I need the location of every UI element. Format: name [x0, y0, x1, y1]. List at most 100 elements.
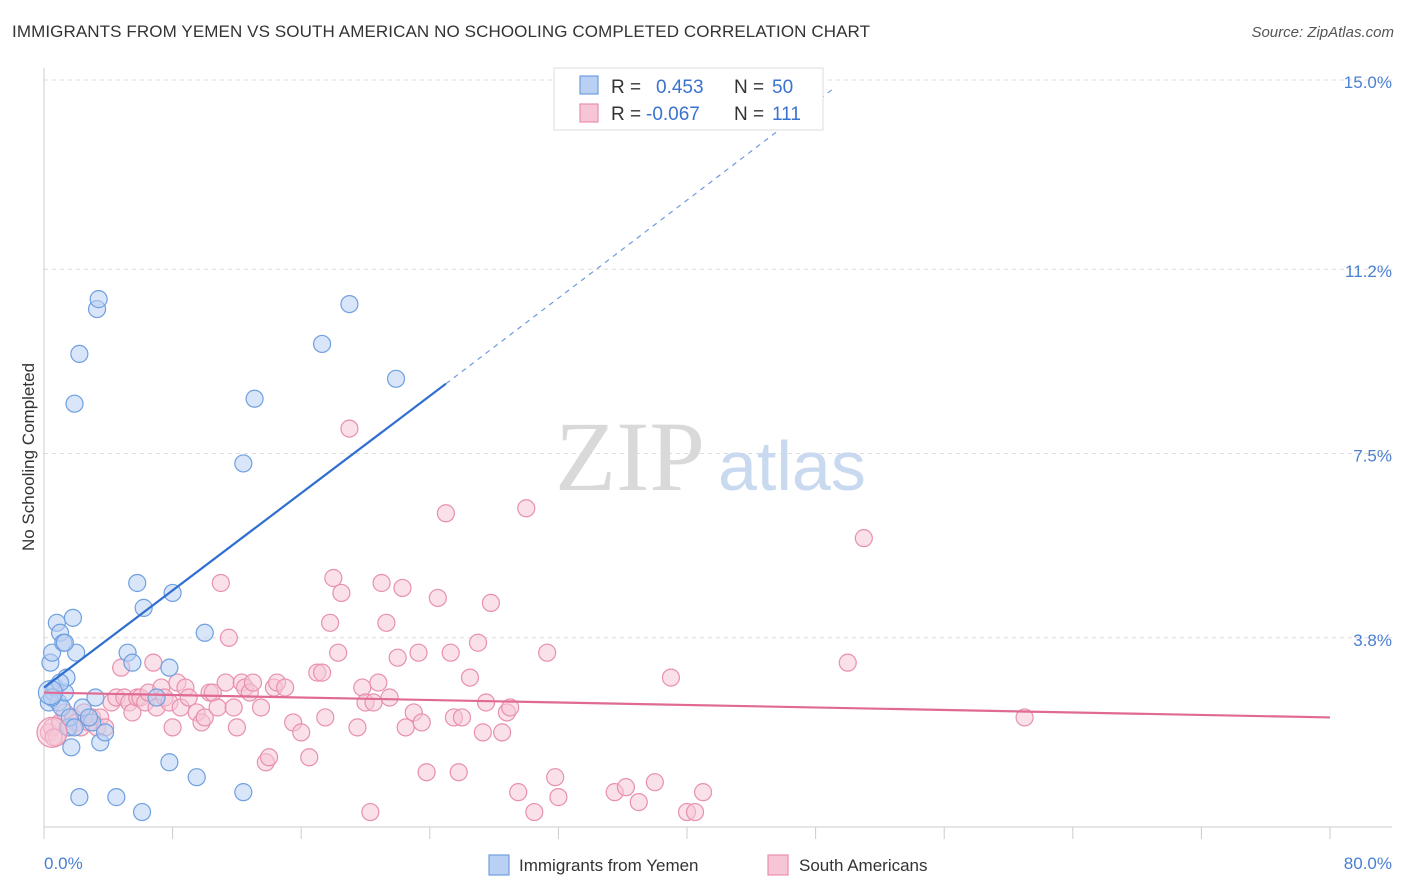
south-american-point [854, 529, 873, 548]
south-american-point [460, 668, 480, 687]
south-american-point [509, 783, 528, 802]
south-american-point [36, 716, 68, 748]
watermark: ZIP atlas [555, 401, 866, 512]
stats-r-value-2: -0.067 [646, 104, 700, 125]
y-tick-labels: 3.8% 7.5% 11.2% 15.0% [1344, 73, 1392, 650]
south-american-point [364, 693, 383, 712]
y-tick-label: 7.5% [1353, 447, 1392, 466]
south-american-point [348, 718, 367, 737]
south-american-point [693, 783, 713, 802]
legend-swatch-yemen [488, 854, 510, 876]
south-american-point [412, 713, 431, 732]
south-american-point [216, 673, 235, 692]
south-american-point [340, 419, 359, 438]
south-american-point [661, 668, 681, 687]
south-american-point [645, 773, 664, 792]
y-tick-label: 15.0% [1344, 73, 1392, 92]
south-american-point [396, 718, 415, 737]
south-american-point [372, 573, 391, 593]
stats-n-label-2: N = [734, 104, 764, 125]
south-american-point [332, 583, 351, 603]
legend: Immigrants from Yemen South Americans [488, 854, 928, 876]
south-american-point [441, 643, 460, 662]
south-american-point [629, 792, 648, 812]
south-american-point [179, 688, 198, 707]
yemen-point [65, 718, 84, 737]
south-american-point [481, 593, 500, 613]
south-american-point [1015, 708, 1034, 727]
yemen-point [187, 768, 206, 787]
yemen-point [312, 334, 332, 354]
south-american-point [353, 678, 372, 697]
south-american-point [380, 688, 399, 707]
yemen-point [163, 583, 182, 603]
yemen-point [160, 753, 179, 772]
south-american-point [144, 653, 163, 672]
yemen-point [86, 688, 105, 707]
south-american-point [409, 643, 428, 662]
chart-title: IMMIGRANTS FROM YEMEN VS SOUTH AMERICAN … [12, 22, 871, 41]
stats-n-label-1: N = [734, 77, 764, 98]
south-american-point [501, 698, 520, 717]
y-tick-label: 3.8% [1353, 631, 1392, 650]
south-american-point [525, 802, 544, 822]
yemen-point [195, 623, 214, 642]
stats-r-label-1: R = [611, 77, 641, 98]
yemen-point [234, 454, 253, 473]
yemen-point [123, 653, 142, 672]
legend-label-south-americans: South Americans [799, 856, 928, 875]
legend-swatch-south-americans [767, 854, 789, 876]
south-american-point [300, 748, 319, 767]
yemen-point [65, 394, 84, 413]
south-american-point [195, 708, 214, 727]
south-american-point [452, 708, 472, 727]
y-axis-label: No Schooling Completed [19, 363, 38, 551]
yemen-point [128, 573, 147, 593]
gridlines [44, 79, 1392, 639]
south-american-point [324, 568, 343, 588]
south-american-point [208, 698, 227, 717]
south-american-point [329, 643, 348, 662]
yemen-point [79, 708, 99, 727]
yemen-point [340, 295, 359, 314]
stats-swatch-south-americans [579, 103, 599, 123]
x-tick-max: 80.0% [1344, 854, 1392, 873]
trend-line-yemen [43, 382, 447, 689]
watermark-zip: ZIP [555, 401, 705, 512]
yemen-point [245, 389, 264, 408]
south-american-point [361, 802, 380, 822]
yemen-point [147, 688, 166, 707]
yemen-point [386, 369, 406, 388]
south-american-point [259, 748, 279, 767]
stats-r-label-2: R = [611, 104, 641, 125]
yemen-point [55, 633, 74, 652]
yemen-point [70, 344, 89, 363]
south-american-point [276, 678, 295, 697]
legend-label-yemen: Immigrants from Yemen [519, 856, 699, 875]
yemen-point [95, 723, 115, 742]
yemen-point [62, 738, 81, 757]
yemen-point [107, 788, 126, 807]
south-american-point [473, 723, 492, 742]
south-american-point [428, 588, 447, 608]
stats-n-value-2: 111 [772, 104, 801, 125]
south-american-point [517, 499, 536, 518]
south-american-point [436, 504, 455, 523]
yemen-point [89, 290, 108, 309]
south-american-point [685, 802, 705, 822]
yemen-point [234, 783, 253, 802]
yemen-point [63, 608, 83, 627]
south-american-point [538, 643, 557, 662]
south-american-point [476, 693, 496, 712]
data-points [36, 290, 1034, 822]
south-american-point [227, 718, 246, 737]
yemen-point [70, 788, 89, 807]
trend-lines [43, 89, 1331, 719]
stats-swatch-yemen [579, 75, 599, 95]
y-tick-label: 11.2% [1345, 262, 1392, 281]
south-american-point [388, 648, 407, 667]
south-american-point [243, 673, 263, 692]
south-american-point [393, 578, 412, 598]
x-tick-min: 0.0% [44, 854, 83, 873]
